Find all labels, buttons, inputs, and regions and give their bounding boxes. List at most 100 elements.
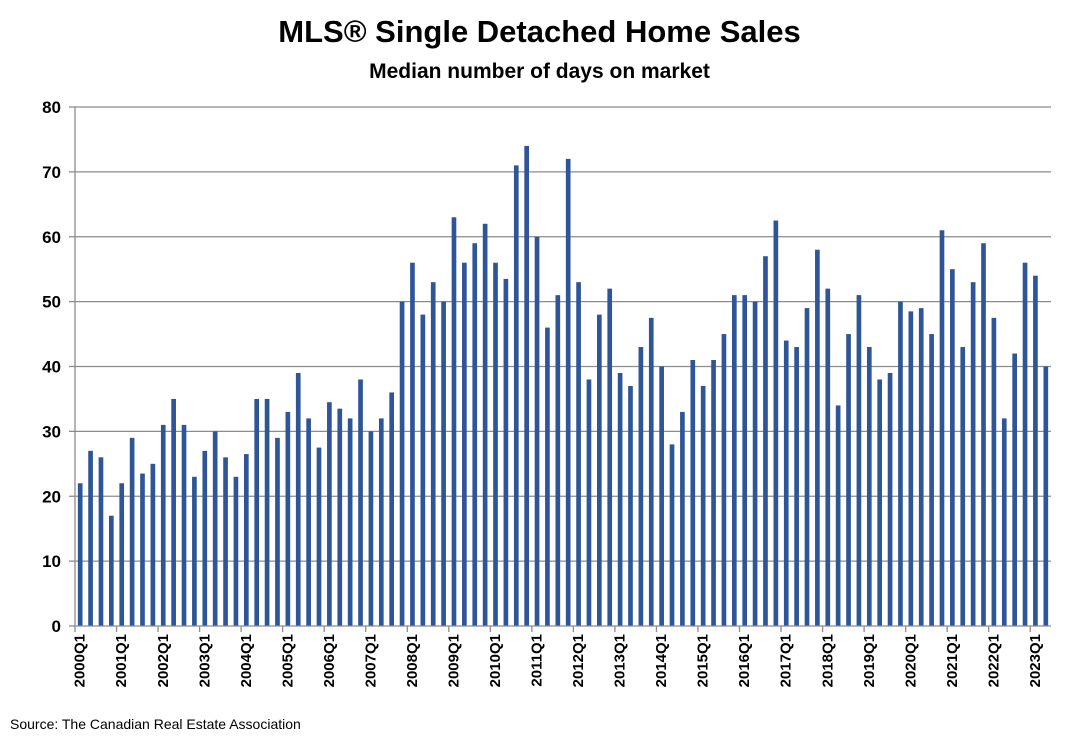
y-axis-tick-labels: 0 10 20 30 40 50 60 70 80 (42, 98, 75, 636)
bar-16 (243, 454, 249, 626)
x-tick-label-2014Q1: 2014Q1 (653, 634, 670, 687)
chart-subtitle: Median number of days on market (369, 60, 710, 83)
bar-76 (866, 347, 872, 626)
x-tick-label-2000Q1: 2000Q1 (72, 634, 89, 687)
y-tick-label-40: 40 (42, 358, 61, 377)
bar-30 (389, 392, 395, 626)
bar-58 (680, 411, 685, 626)
axes (74, 107, 1051, 627)
bar-91 (1022, 262, 1028, 626)
x-tick-label-2003Q1: 2003Q1 (196, 634, 213, 687)
x-tick-label-2021Q1: 2021Q1 (944, 634, 961, 687)
bar-78 (887, 372, 893, 626)
bar-32 (410, 262, 415, 626)
bar-88 (991, 317, 997, 626)
bar-38 (472, 243, 478, 627)
bar-61 (711, 360, 716, 626)
x-tick-label-2009Q1: 2009Q1 (445, 634, 462, 687)
bar-7 (150, 463, 156, 626)
bar-14 (223, 457, 228, 626)
bar-60 (700, 385, 706, 626)
bar-13 (212, 431, 218, 626)
x-tick-label-2016Q1: 2016Q1 (736, 634, 753, 687)
bar-6 (140, 473, 145, 626)
bar-54 (638, 347, 644, 626)
bar-46 (555, 295, 561, 626)
bar-34 (430, 282, 436, 626)
x-tick-label-2008Q1: 2008Q1 (404, 634, 421, 687)
bar-69 (794, 347, 799, 626)
bar-49 (586, 379, 592, 626)
bar-42 (513, 165, 519, 626)
bar-66 (763, 256, 768, 626)
bar-74 (846, 334, 851, 626)
bar-35 (441, 301, 446, 626)
x-tick-label-2005Q1: 2005Q1 (279, 634, 296, 687)
bar-45 (545, 327, 550, 626)
y-tick-label-70: 70 (42, 163, 61, 182)
bar-93 (1043, 366, 1049, 626)
bar-67 (773, 220, 779, 626)
bar-2 (98, 457, 104, 626)
bar-26 (347, 418, 353, 626)
bar-52 (617, 372, 623, 626)
x-tick-label-2006Q1: 2006Q1 (321, 634, 338, 687)
bar-29 (378, 418, 384, 626)
bar-8 (160, 424, 166, 626)
bar-10 (181, 424, 187, 626)
x-tick-label-2018Q1: 2018Q1 (819, 634, 836, 687)
x-tick-label-2004Q1: 2004Q1 (238, 634, 255, 687)
bar-28 (368, 431, 374, 626)
bar-80 (908, 311, 914, 626)
bar-20 (285, 411, 291, 626)
bar-48 (576, 282, 581, 626)
bar-85 (960, 347, 966, 626)
bar-39 (482, 223, 488, 626)
bar-73 (835, 405, 841, 626)
bar-68 (783, 340, 789, 626)
bar-79 (898, 301, 903, 626)
bar-50 (597, 314, 602, 626)
bar-84 (950, 269, 955, 626)
bar-56 (659, 366, 664, 626)
bar-15 (233, 476, 239, 626)
x-tick-label-2017Q1: 2017Q1 (778, 634, 795, 687)
bar-1 (88, 450, 93, 626)
bar-23 (316, 447, 322, 626)
bar-57 (669, 444, 675, 626)
y-tick-label-30: 30 (42, 422, 61, 441)
bar-9 (171, 398, 176, 626)
x-tick-label-2015Q1: 2015Q1 (695, 634, 712, 687)
bar-44 (534, 236, 540, 626)
bar-21 (295, 372, 301, 626)
x-tick-label-2001Q1: 2001Q1 (113, 634, 130, 687)
bar-81 (918, 308, 924, 626)
bar-36 (451, 217, 457, 626)
bar-47 (565, 158, 571, 626)
x-tick-label-2020Q1: 2020Q1 (902, 634, 919, 687)
bar-43 (524, 145, 529, 627)
x-tick-label-2022Q1: 2022Q1 (985, 634, 1002, 687)
bar-71 (815, 249, 820, 626)
bar-90 (1012, 353, 1017, 626)
bar-40 (493, 262, 498, 626)
x-tick-label-2012Q1: 2012Q1 (570, 634, 587, 687)
bar-51 (607, 288, 613, 626)
bar-17 (254, 398, 260, 626)
bar-37 (462, 262, 467, 626)
bar-87 (981, 243, 986, 627)
x-tick-label-2023Q1: 2023Q1 (1027, 634, 1044, 687)
bar-19 (275, 437, 280, 626)
bars (77, 145, 1049, 627)
y-tick-label-20: 20 (42, 487, 61, 506)
x-tick-label-2011Q1: 2011Q1 (529, 634, 546, 687)
x-tick-label-2013Q1: 2013Q1 (612, 634, 629, 687)
x-tick-label-2010Q1: 2010Q1 (487, 634, 504, 687)
x-tick-label-2002Q1: 2002Q1 (155, 634, 172, 687)
bar-25 (337, 408, 343, 626)
bar-86 (970, 282, 976, 626)
bar-12 (202, 450, 208, 626)
bar-41 (503, 278, 509, 626)
bar-72 (825, 288, 831, 626)
